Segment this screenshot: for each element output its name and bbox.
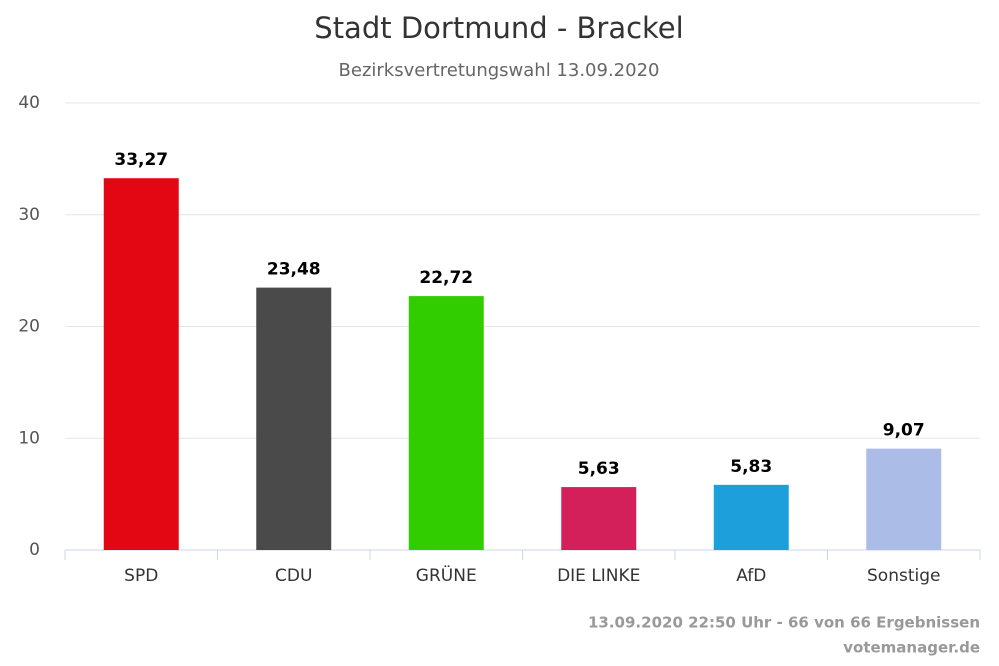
bar xyxy=(103,178,179,550)
y-tick-label: 0 xyxy=(29,540,40,560)
bar xyxy=(408,296,484,550)
chart-title: Stadt Dortmund - Brackel xyxy=(314,11,683,45)
x-tick-label: CDU xyxy=(275,566,312,586)
y-tick-label: 40 xyxy=(18,93,40,113)
x-tick-label: AfD xyxy=(736,566,766,586)
value-label: 5,63 xyxy=(578,459,620,479)
x-tick-label: GRÜNE xyxy=(416,564,477,586)
value-label: 5,83 xyxy=(730,457,772,477)
bar xyxy=(866,448,942,550)
y-tick-label: 10 xyxy=(18,428,40,448)
value-label: 23,48 xyxy=(267,260,321,280)
x-tick-label: SPD xyxy=(124,566,158,586)
bar xyxy=(256,287,332,550)
y-tick-label: 30 xyxy=(18,205,40,225)
value-label: 9,07 xyxy=(883,421,925,441)
bar xyxy=(713,484,789,550)
value-label: 33,27 xyxy=(114,150,168,170)
credits: votemanager.de xyxy=(843,639,980,657)
bar xyxy=(561,487,637,550)
chart-subtitle: Bezirksvertretungswahl 13.09.2020 xyxy=(339,60,660,81)
value-label: 22,72 xyxy=(419,268,473,288)
y-tick-label: 20 xyxy=(18,317,40,337)
x-tick-label: DIE LINKE xyxy=(557,566,640,586)
x-tick-label: Sonstige xyxy=(867,566,940,586)
credits: 13.09.2020 22:50 Uhr - 66 von 66 Ergebni… xyxy=(588,614,980,632)
